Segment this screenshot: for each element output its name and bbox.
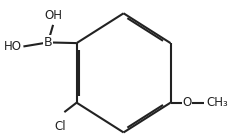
Text: OH: OH — [44, 9, 62, 22]
Text: Cl: Cl — [54, 120, 66, 133]
Text: HO: HO — [3, 40, 21, 53]
Text: CH₃: CH₃ — [205, 96, 227, 109]
Text: B: B — [44, 36, 52, 49]
Text: O: O — [181, 96, 191, 109]
